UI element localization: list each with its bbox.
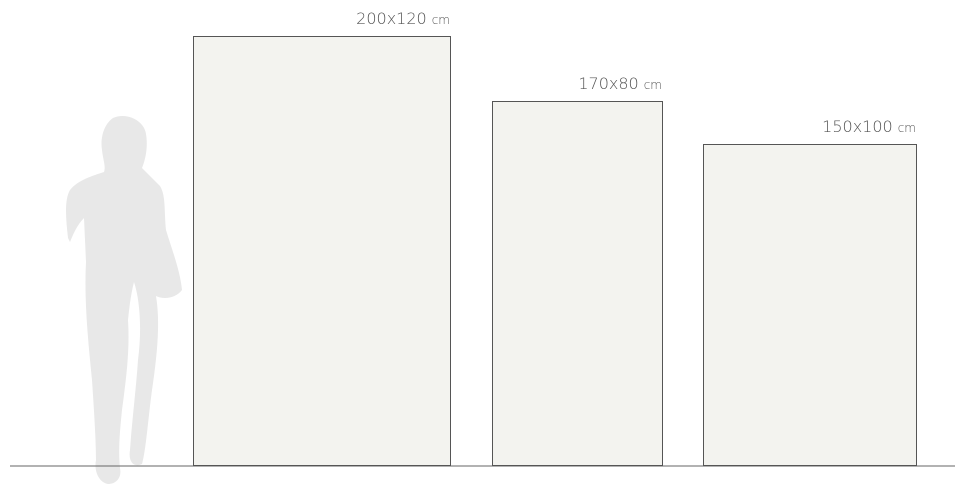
human-silhouette (66, 115, 182, 485)
panel-wide (703, 144, 917, 466)
size-value: 200x120 (356, 9, 427, 28)
size-unit: cm (644, 78, 662, 92)
size-label: 170x80 cm (578, 74, 662, 93)
size-unit: cm (432, 13, 450, 27)
size-value: 150x100 (822, 117, 893, 136)
size-unit: cm (898, 121, 916, 135)
panel-large (193, 36, 451, 466)
panel-tall (492, 101, 663, 466)
size-label: 150x100 cm (822, 117, 916, 136)
size-value: 170x80 (578, 74, 638, 93)
size-label: 200x120 cm (356, 9, 450, 28)
